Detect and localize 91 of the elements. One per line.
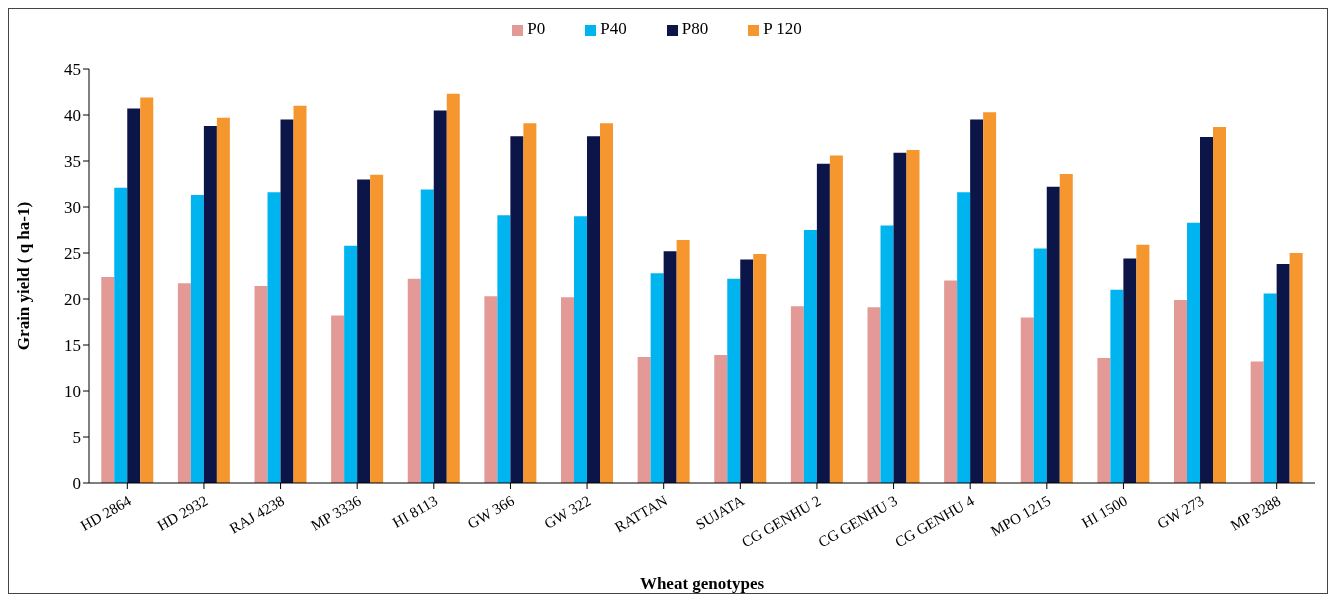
- x-tick-label: HI 1500: [1079, 492, 1130, 532]
- bar: [1263, 293, 1277, 483]
- bar: [663, 251, 677, 483]
- bar: [177, 283, 191, 483]
- bar: [714, 355, 728, 483]
- legend-label: P 120: [763, 19, 802, 38]
- bar: [1123, 258, 1137, 483]
- bar: [203, 126, 217, 483]
- bar: [574, 216, 588, 483]
- x-tick-label: GW 322: [541, 492, 594, 532]
- x-tick-label: HI 8113: [389, 492, 441, 531]
- bar: [867, 307, 881, 483]
- bar: [293, 105, 307, 483]
- legend-label: P40: [600, 19, 627, 38]
- bar: [407, 278, 421, 483]
- bar: [101, 276, 115, 483]
- bar: [1174, 299, 1188, 483]
- y-tick-label: 45: [64, 60, 81, 80]
- legend-label: P80: [681, 19, 709, 38]
- bar: [1200, 137, 1214, 483]
- bar: [637, 356, 651, 483]
- bar: [1213, 126, 1227, 483]
- bar: [676, 240, 690, 483]
- bar: [433, 110, 447, 483]
- y-tick-label: 40: [64, 106, 81, 126]
- bar: [600, 123, 614, 483]
- bar: [1046, 186, 1060, 483]
- x-axis-title: Wheat genotypes: [639, 574, 765, 593]
- bar: [1250, 361, 1264, 483]
- bar: [254, 286, 268, 483]
- bar: [420, 189, 434, 483]
- bar: [140, 97, 154, 483]
- bar: [740, 259, 754, 483]
- bar: [983, 112, 997, 483]
- legend-label: P0: [527, 19, 546, 38]
- y-tick-label: 10: [64, 382, 81, 402]
- y-tick-label: 25: [64, 244, 81, 264]
- bar: [1033, 248, 1047, 483]
- bar: [114, 187, 128, 483]
- x-tick-label: GW 273: [1154, 492, 1207, 532]
- bar: [1276, 264, 1290, 483]
- y-tick-label: 20: [64, 290, 81, 310]
- bar: [523, 123, 537, 483]
- bar: [829, 155, 843, 483]
- x-tick-label: HD 2864: [77, 492, 135, 534]
- y-axis-title: Grain yield ( q ha-1): [14, 201, 34, 351]
- bar: [331, 315, 345, 483]
- y-tick-label: 5: [72, 428, 81, 448]
- bar: [357, 179, 371, 483]
- x-tick-label: GW 366: [464, 492, 518, 532]
- bar: [790, 306, 804, 483]
- bar: [906, 149, 920, 483]
- bar: [484, 296, 498, 483]
- bar: [267, 192, 281, 483]
- bar: [280, 119, 294, 483]
- bar: [1110, 289, 1124, 483]
- bar: [510, 136, 524, 483]
- bar: [957, 192, 971, 483]
- bar: [880, 225, 894, 483]
- bar: [561, 297, 575, 483]
- bar: [587, 136, 601, 483]
- bar: [1289, 253, 1303, 483]
- bar: [727, 278, 741, 483]
- bar: [1187, 222, 1201, 483]
- x-tick-label: MPO 1215: [987, 492, 1054, 540]
- bar: [650, 273, 664, 483]
- bar: [497, 215, 511, 483]
- bar: [1020, 317, 1034, 483]
- bar: [944, 280, 958, 483]
- bar: [753, 253, 767, 483]
- y-tick-label: 0: [72, 474, 81, 494]
- x-tick-label: RAJ 4238: [226, 492, 288, 537]
- bar: [970, 119, 984, 483]
- bar: [1059, 173, 1073, 483]
- bar: [370, 174, 384, 483]
- bar: [127, 108, 141, 483]
- x-tick-label: MP 3336: [308, 492, 365, 534]
- bar: [1097, 357, 1111, 483]
- bar: [446, 93, 460, 483]
- bar: [816, 163, 830, 483]
- y-tick-label: 30: [64, 198, 81, 218]
- bar: [893, 152, 907, 483]
- bar: [1136, 244, 1150, 483]
- y-tick-label: 35: [64, 152, 81, 172]
- x-tick-label: MP 3288: [1227, 492, 1284, 534]
- bar: [344, 245, 358, 483]
- bar: [803, 230, 817, 483]
- x-tick-label: HD 2932: [154, 492, 211, 534]
- bar: [216, 117, 230, 483]
- bar: [190, 195, 204, 483]
- y-tick-label: 15: [64, 336, 81, 356]
